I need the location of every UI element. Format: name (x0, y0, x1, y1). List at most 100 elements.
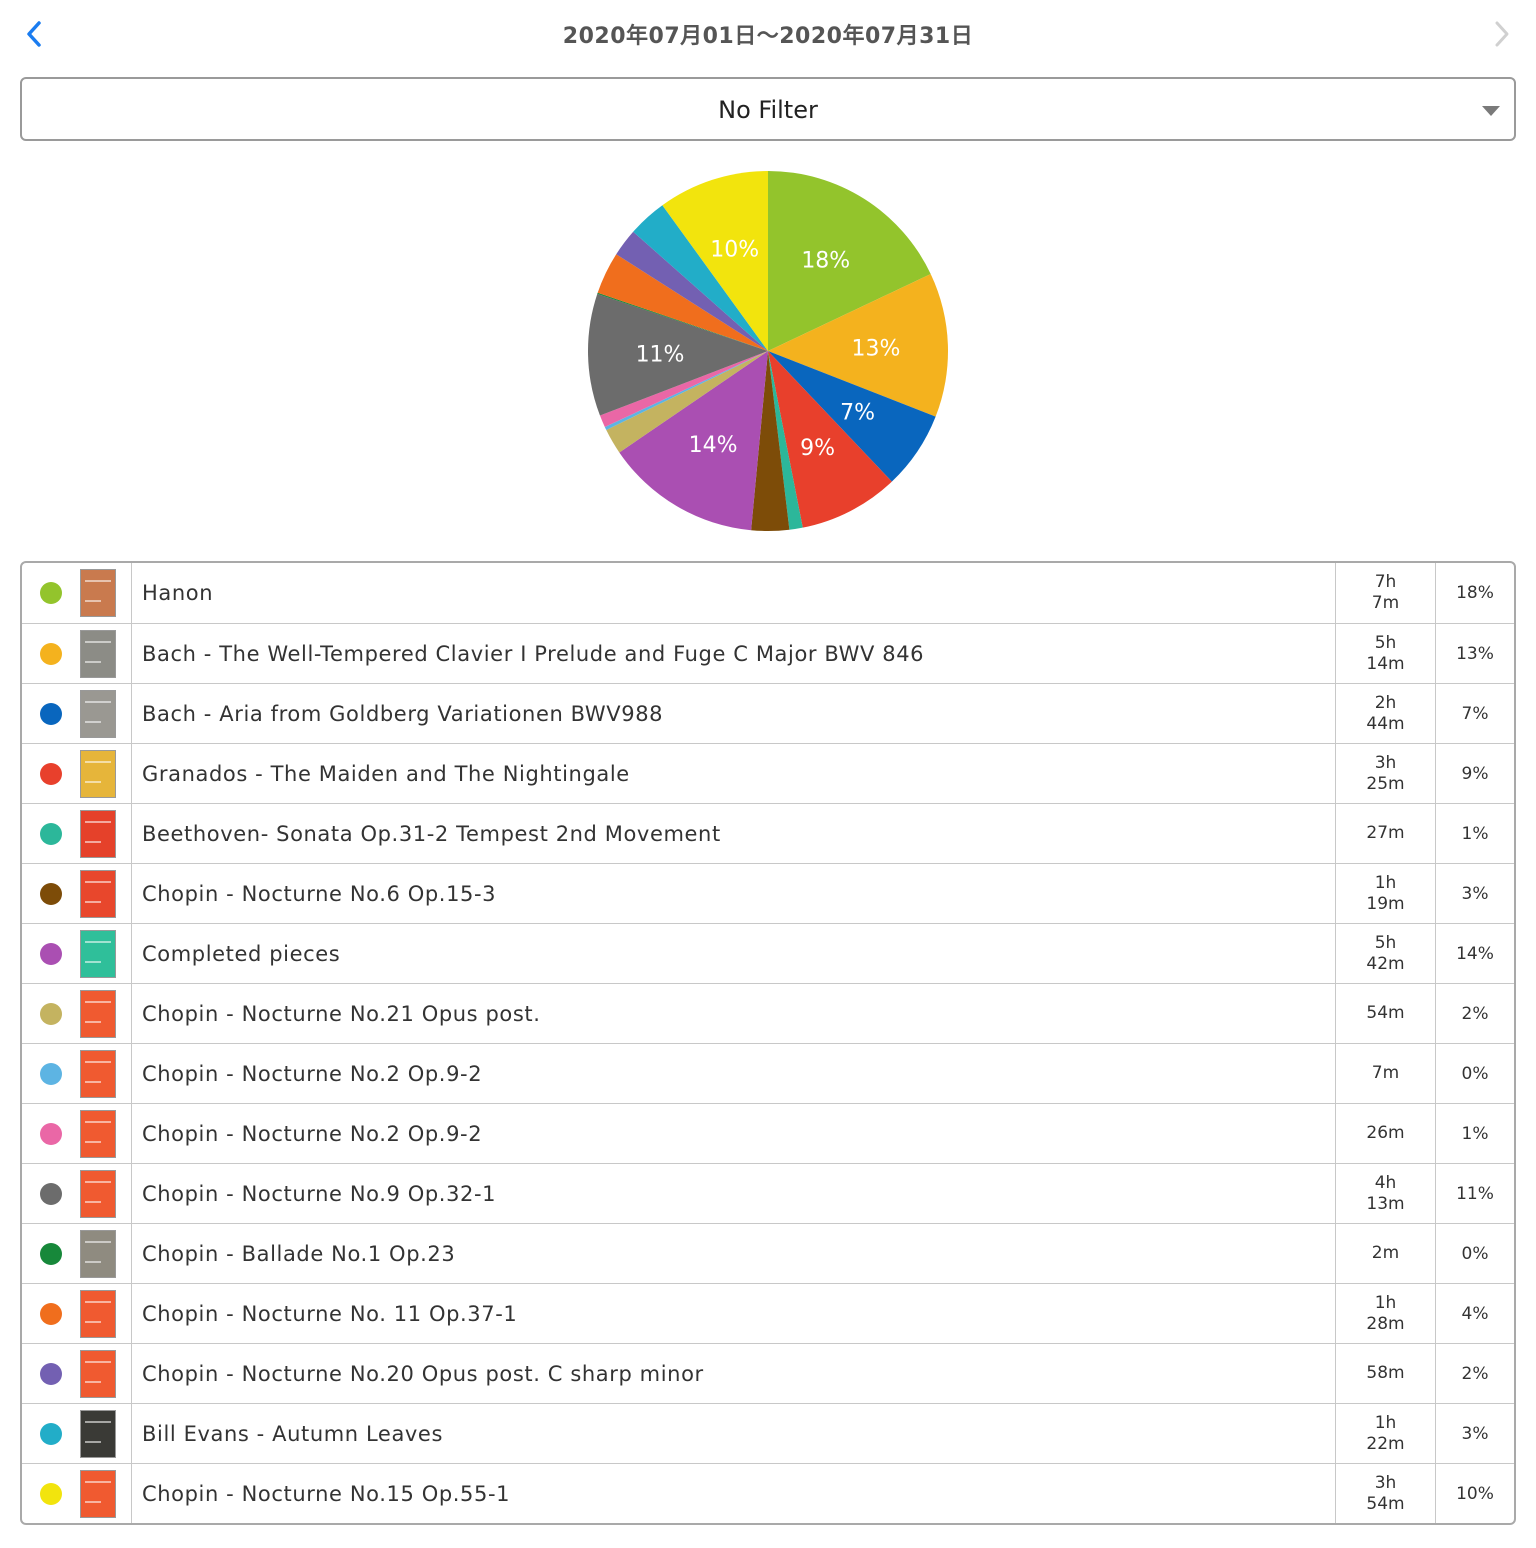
percent-value: 3% (1461, 1423, 1489, 1444)
thumbnail-cell (80, 563, 132, 623)
pie-slice (606, 351, 768, 453)
time-cell: 2h 44m (1336, 684, 1436, 743)
time-minutes: 2m (1371, 1243, 1400, 1263)
score-thumbnail (80, 569, 116, 617)
score-thumbnail (80, 749, 116, 798)
color-dot (40, 822, 62, 845)
practice-time-pie-chart: 18% 13% 7% 9% 14% 11% 10% (586, 169, 950, 533)
piece-name: Chopin - Nocturne No.21 Opus post. (132, 984, 1336, 1043)
pie-slice-label: 13% (851, 336, 900, 361)
color-dot (40, 1062, 62, 1085)
table-row[interactable]: Chopin - Nocturne No.21 Opus post. 54m 2% (22, 983, 1514, 1043)
previous-period-button[interactable] (16, 16, 52, 52)
score-thumbnail (80, 1109, 116, 1158)
time-cell: 1h 28m (1336, 1284, 1436, 1343)
table-row[interactable]: Chopin - Nocturne No.6 Op.15-3 1h 19m 3% (22, 863, 1514, 923)
color-dot-cell (22, 1344, 80, 1403)
table-row[interactable]: Completed pieces 5h 42m 14% (22, 923, 1514, 983)
chevron-right-icon (1495, 21, 1509, 47)
piece-name: Chopin - Nocturne No.20 Opus post. C sha… (132, 1344, 1336, 1403)
score-thumbnail (80, 1349, 116, 1398)
table-row[interactable]: Beethoven- Sonata Op.31-2 Tempest 2nd Mo… (22, 803, 1514, 863)
time-cell: 3h 25m (1336, 744, 1436, 803)
time-hours: 2h (1374, 692, 1397, 713)
percent-value: 11% (1456, 1183, 1494, 1204)
score-thumbnail (80, 869, 116, 918)
pie-slice-label: 18% (801, 249, 850, 274)
thumbnail-cell (80, 864, 132, 923)
time-minutes: 54m (1366, 1493, 1405, 1514)
table-row[interactable]: Granados - The Maiden and The Nightingal… (22, 743, 1514, 803)
table-row[interactable]: Bach - Aria from Goldberg Variationen BW… (22, 683, 1514, 743)
time-cell: 3h 54m (1336, 1464, 1436, 1523)
score-thumbnail (80, 809, 116, 858)
color-dot-cell (22, 624, 80, 683)
score-thumbnail (80, 1409, 116, 1458)
pie-slice (599, 351, 768, 427)
next-period-button[interactable] (1484, 16, 1520, 52)
table-row[interactable]: Hanon 7h 7m 18% (22, 563, 1514, 623)
table-row[interactable]: Chopin - Nocturne No.2 Op.9-2 7m 0% (22, 1043, 1514, 1103)
score-thumbnail (80, 1229, 116, 1278)
time-minutes: 58m (1366, 1363, 1405, 1383)
table-row[interactable]: Chopin - Nocturne No. 11 Op.37-1 1h 28m 4% (22, 1283, 1514, 1343)
pie-slice (597, 254, 768, 351)
color-dot (40, 1242, 62, 1265)
thumbnail-cell (80, 1404, 132, 1463)
time-cell: 58m (1336, 1344, 1436, 1403)
table-row[interactable]: Chopin - Nocturne No.20 Opus post. C sha… (22, 1343, 1514, 1403)
pie-slice (768, 273, 948, 417)
color-dot-cell (22, 1464, 80, 1523)
piece-name: Completed pieces (132, 924, 1336, 983)
piece-name: Bach - The Well-Tempered Clavier I Prelu… (132, 624, 1336, 683)
table-row[interactable]: Chopin - Nocturne No.9 Op.32-1 4h 13m 11% (22, 1163, 1514, 1223)
filter-dropdown[interactable]: No Filter (20, 77, 1516, 141)
score-thumbnail (80, 1469, 116, 1518)
percent-value: 1% (1461, 823, 1489, 844)
time-cell: 54m (1336, 984, 1436, 1043)
pie-slice (616, 231, 768, 351)
pie-slice (633, 205, 768, 351)
time-hours: 5h (1374, 932, 1397, 953)
table-row[interactable]: Chopin - Ballade No.1 Op.23 2m 0% (22, 1223, 1514, 1283)
color-dot-cell (22, 984, 80, 1043)
score-thumbnail (80, 1049, 116, 1098)
pie-slice (768, 351, 803, 530)
time-minutes: 54m (1366, 1003, 1405, 1023)
color-dot-cell (22, 1164, 80, 1223)
pie-slice-label: 11% (636, 342, 685, 367)
thumbnail-cell (80, 744, 132, 803)
header-bar: 2020年07月01日〜2020年07月31日 (0, 0, 1536, 70)
color-dot-cell (22, 804, 80, 863)
time-minutes: 28m (1366, 1313, 1405, 1334)
color-dot-cell (22, 684, 80, 743)
piece-name: Chopin - Nocturne No. 11 Op.37-1 (132, 1284, 1336, 1343)
pie-slice (751, 351, 790, 531)
time-hours: 1h (1374, 1292, 1397, 1313)
piece-name: Granados - The Maiden and The Nightingal… (132, 744, 1336, 803)
piece-name: Chopin - Nocturne No.15 Op.55-1 (132, 1464, 1336, 1523)
color-dot (40, 1362, 62, 1385)
table-row[interactable]: Bach - The Well-Tempered Clavier I Prelu… (22, 623, 1514, 683)
time-minutes: 27m (1366, 823, 1405, 843)
time-cell: 7m (1336, 1044, 1436, 1103)
pie-slice (768, 171, 931, 351)
percent-value: 0% (1461, 1063, 1489, 1084)
pie-slice-label: 7% (840, 400, 875, 425)
piece-name: Chopin - Nocturne No.2 Op.9-2 (132, 1044, 1336, 1103)
percent-value: 18% (1456, 583, 1494, 603)
table-row[interactable]: Chopin - Nocturne No.15 Op.55-1 3h 54m 10% (22, 1463, 1514, 1523)
time-hours: 7h (1374, 572, 1397, 592)
table-row[interactable]: Chopin - Nocturne No.2 Op.9-2 26m 1% (22, 1103, 1514, 1163)
piece-name: Hanon (132, 563, 1336, 623)
time-minutes: 7m (1371, 1063, 1400, 1083)
time-minutes: 22m (1366, 1433, 1405, 1454)
time-cell: 4h 13m (1336, 1164, 1436, 1223)
table-row[interactable]: Bill Evans - Autumn Leaves 1h 22m 3% (22, 1403, 1514, 1463)
time-cell: 1h 19m (1336, 864, 1436, 923)
pie-slice (662, 171, 768, 351)
color-dot (40, 942, 62, 965)
thumbnail-cell (80, 1464, 132, 1523)
percent-value: 2% (1461, 1003, 1489, 1024)
time-minutes: 25m (1366, 773, 1405, 794)
